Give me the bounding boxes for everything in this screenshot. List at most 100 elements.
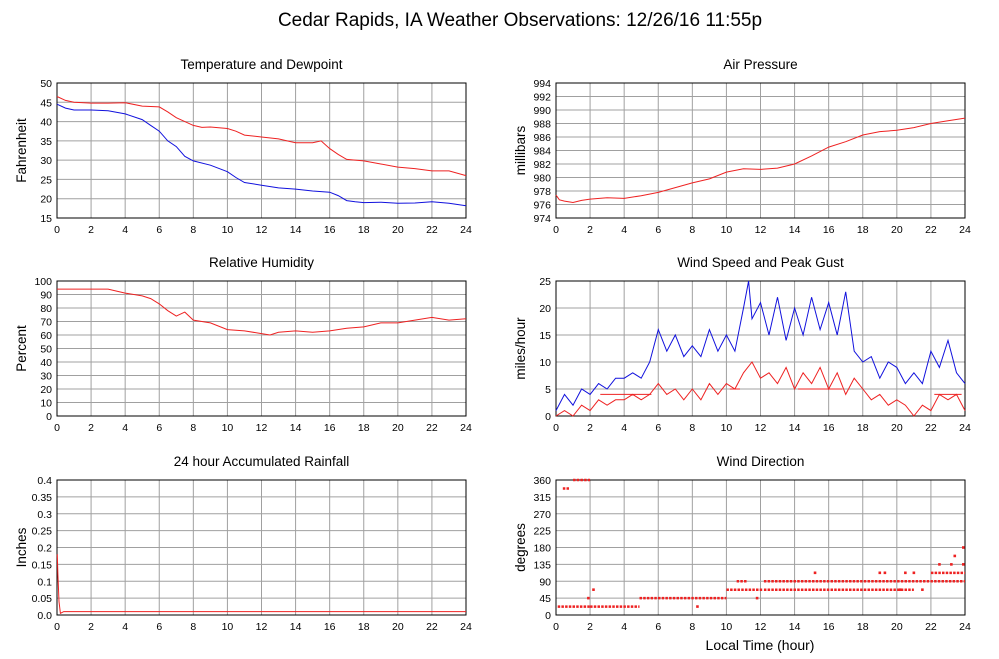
- x-tick-label: 6: [655, 224, 661, 236]
- x-tick-label: 12: [256, 621, 268, 633]
- y-tick-label: 90: [539, 576, 551, 588]
- y-axis-label: Percent: [14, 325, 29, 372]
- y-tick-label: 20: [40, 384, 52, 396]
- direction-point: [938, 563, 941, 566]
- x-tick-label: 2: [88, 224, 94, 236]
- x-tick-label: 0: [553, 224, 559, 236]
- y-tick-label: 982: [533, 159, 551, 171]
- y-tick-label: 315: [533, 492, 551, 504]
- x-tick-label: 22: [925, 422, 937, 434]
- y-tick-label: 50: [40, 344, 52, 356]
- x-tick-label: 10: [721, 422, 733, 434]
- x-tick-label: 0: [553, 621, 559, 633]
- y-tick-label: 0.4: [37, 475, 52, 487]
- y-tick-label: 30: [40, 155, 52, 167]
- x-tick-label: 12: [256, 224, 268, 236]
- x-tick-label: 20: [891, 224, 903, 236]
- x-tick-label: 10: [222, 224, 234, 236]
- direction-point: [592, 588, 595, 591]
- y-tick-label: 0: [46, 411, 52, 423]
- direction-point: [953, 554, 957, 558]
- plot-frame: [56, 479, 467, 616]
- x-tick-label: 12: [256, 422, 268, 434]
- y-tick-label: 225: [533, 526, 551, 538]
- plot-frame: [555, 82, 966, 219]
- x-tick-label: 2: [88, 621, 94, 633]
- x-tick-label: 8: [190, 621, 196, 633]
- x-tick-label: 8: [190, 422, 196, 434]
- x-tick-label: 4: [621, 621, 627, 633]
- x-tick-label: 14: [789, 422, 801, 434]
- y-tick-label: 50: [40, 78, 52, 90]
- x-tick-label: 16: [823, 422, 835, 434]
- x-tick-label: 18: [857, 422, 869, 434]
- y-tick-label: 70: [40, 317, 52, 329]
- x-tick-label: 18: [857, 224, 869, 236]
- y-tick-label: 40: [40, 117, 52, 129]
- x-tick-label: 16: [324, 422, 336, 434]
- x-tick-label: 18: [358, 224, 370, 236]
- chart-title: Wind Direction: [717, 454, 805, 469]
- direction-point: [912, 571, 916, 575]
- x-tick-label: 6: [156, 224, 162, 236]
- y-tick-label: 30: [40, 371, 52, 383]
- x-tick-label: 20: [392, 621, 404, 633]
- y-tick-label: 40: [40, 357, 52, 369]
- series-line-2: [56, 103, 467, 207]
- x-tick-label: 22: [426, 621, 438, 633]
- y-tick-label: 986: [533, 132, 551, 144]
- x-tick-label: 4: [621, 422, 627, 434]
- x-tick-label: 4: [122, 224, 128, 236]
- y-tick-label: 35: [40, 136, 52, 148]
- x-tick-label: 4: [621, 224, 627, 236]
- x-tick-label: 24: [959, 224, 971, 236]
- series-line-1: [56, 96, 467, 177]
- x-axis-label: Local Time (hour): [706, 637, 815, 653]
- x-tick-label: 22: [925, 224, 937, 236]
- y-tick-label: 80: [40, 303, 52, 315]
- x-tick-label: 10: [222, 422, 234, 434]
- y-tick-label: 990: [533, 105, 551, 117]
- y-tick-label: 988: [533, 119, 551, 131]
- y-tick-label: 974: [533, 213, 551, 225]
- x-tick-label: 0: [54, 621, 60, 633]
- x-tick-label: 14: [290, 224, 302, 236]
- plot-frame: [555, 280, 966, 417]
- series-line-1: [555, 280, 966, 411]
- x-tick-label: 16: [823, 224, 835, 236]
- direction-point: [904, 571, 907, 575]
- y-tick-label: 0.0: [37, 610, 52, 622]
- y-tick-label: 0.2: [37, 543, 52, 555]
- x-tick-label: 12: [755, 621, 767, 633]
- x-tick-label: 14: [789, 224, 801, 236]
- y-tick-label: 45: [539, 593, 551, 605]
- x-tick-label: 24: [959, 621, 971, 633]
- x-tick-label: 4: [122, 621, 128, 633]
- x-tick-label: 14: [290, 422, 302, 434]
- y-tick-label: 45: [40, 97, 52, 109]
- x-tick-label: 12: [755, 224, 767, 236]
- x-tick-label: 6: [655, 422, 661, 434]
- x-tick-label: 10: [222, 621, 234, 633]
- x-tick-label: 4: [122, 422, 128, 434]
- y-tick-label: 25: [40, 174, 52, 186]
- x-tick-label: 0: [553, 422, 559, 434]
- series-line-1: [57, 288, 467, 336]
- y-tick-label: 270: [533, 509, 551, 521]
- x-tick-label: 24: [460, 422, 472, 434]
- x-tick-label: 2: [587, 621, 593, 633]
- direction-point: [587, 596, 590, 600]
- direction-point: [961, 546, 965, 549]
- y-tick-label: 135: [533, 559, 551, 571]
- y-axis-label: millibars: [513, 126, 528, 176]
- y-axis-label: Inches: [14, 527, 29, 567]
- x-tick-label: 22: [426, 422, 438, 434]
- y-tick-label: 0.05: [32, 593, 53, 605]
- x-tick-label: 18: [358, 422, 370, 434]
- y-tick-label: 90: [40, 290, 52, 302]
